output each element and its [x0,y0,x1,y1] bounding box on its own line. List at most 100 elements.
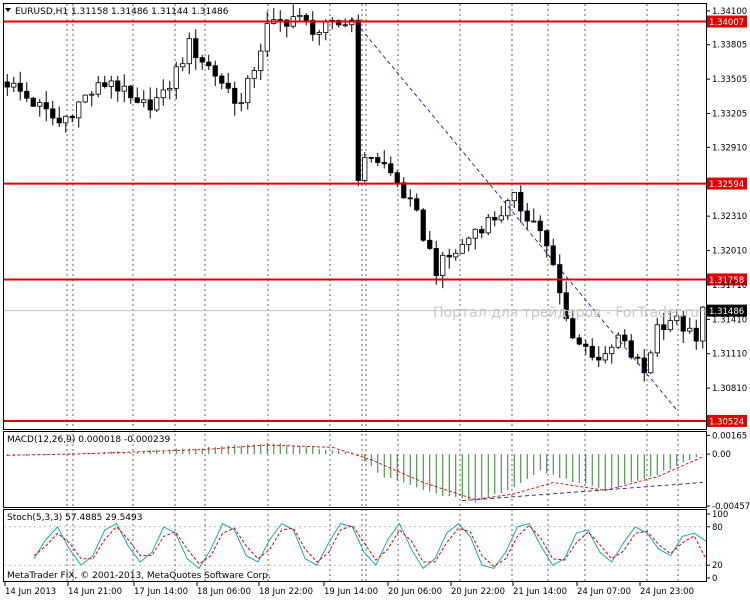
candle-body [440,254,446,277]
candle-body [82,94,88,103]
level-price-tag [707,177,747,190]
level-price-label: 1.30524 [709,417,744,427]
candle-body [427,239,433,249]
candle-body [284,19,290,27]
candle-body [511,191,517,202]
candle-body [264,23,270,52]
current-price-tag [707,304,747,317]
candle-body [459,243,465,254]
candle-body [628,340,634,358]
candle-body [661,324,667,331]
candles-layer [4,4,706,382]
candle-body [420,209,426,241]
candle-body [609,346,615,355]
candle-body [394,172,400,184]
macd-trendline [462,482,703,502]
price-axis-label: 1.31110 [712,350,747,360]
macd-signal-line [7,444,703,500]
price-axis-label: 1.34100 [712,7,747,17]
candle-body [407,197,413,200]
copyright-text: MetaTrader FIX, © 2001-2013, MetaQuotes … [7,571,271,581]
candle-body [602,353,608,361]
current-price-label: 1.31486 [709,307,744,317]
candle-body [258,50,264,71]
candle-body [368,156,374,159]
candle-body [206,61,212,67]
time-axis-label: 17 Jun 14:00 [134,587,188,597]
level-price-label: 1.31758 [709,276,744,286]
candle-body [388,163,394,174]
candle-body [576,337,582,345]
candle-body [381,162,387,165]
candle-body [693,327,699,342]
symbol-line: EURUSD,H1 1.31158 1.31486 1.31144 1.3148… [15,7,229,17]
price-panel-frame [3,3,707,430]
candle-body [173,66,179,89]
level-price-tag [707,414,747,427]
stoch-axis-label: 0 [712,574,717,584]
time-axis-label: 24 Jun 23:00 [640,587,694,597]
candle-body [401,182,407,199]
candle-body [687,327,693,332]
candle-body [654,324,660,354]
candle-body [102,82,108,87]
candle-body [186,38,192,65]
stoch-title: Stoch(5,3,3) 57.4885 29.5493 [7,513,142,523]
candle-body [121,85,127,92]
candle-body [583,343,589,347]
candle-body [147,99,153,111]
price-axis-label: 1.33205 [712,110,747,120]
candle-body [180,63,186,68]
price-trendline [351,17,678,411]
candle-body [76,101,82,119]
candle-body [108,80,114,87]
symbol-header: EURUSD,H1 1.31158 1.31486 1.31144 1.3148… [5,7,229,17]
time-axis-label: 24 Jun 07:00 [577,587,631,597]
candle-body [622,334,628,342]
candle-body [43,102,49,110]
candle-body [362,156,368,181]
candle-body [414,198,420,211]
macd-axis-label: 0.00165 [712,431,747,441]
price-axis-label: 1.31710 [712,281,747,291]
price-axis-label: 1.32910 [712,143,747,153]
candle-body [323,21,329,33]
candle-body [524,210,530,222]
stoch-panel-frame [3,509,707,582]
candle-body [641,357,647,374]
candle-body [37,102,43,107]
price-axis-label: 1.31410 [712,315,747,325]
candle-body [667,320,673,331]
candle-body [141,99,147,103]
stoch-signal-line [33,524,707,568]
candle-body [245,77,251,104]
candle-body [453,252,459,258]
time-axis-label: 21 Jun 14:00 [513,587,567,597]
candle-body [570,318,576,339]
grid-layer [66,4,679,582]
candle-body [680,315,686,332]
price-axis-label: 1.33805 [712,41,747,51]
level-price-label: 1.32594 [709,180,744,190]
levels-layer: 1.34007 1.32594 1.31758 1.30524 1.31486 [4,15,747,427]
candle-body [193,38,199,59]
price-axis-label: 1.30810 [712,384,747,394]
candle-body [212,65,218,77]
stoch-axis-label: 20 [712,561,723,571]
time-axis-label: 14 Jun 21:00 [68,587,122,597]
stoch-axis-label: 100 [712,510,728,520]
macd-axis-label: 0.00 [712,450,731,460]
time-axis-label: 18 Jun 22:00 [259,587,313,597]
candle-body [700,306,706,342]
candle-body [24,90,30,99]
candle-body [251,70,257,79]
candle-body [219,75,225,84]
candle-body [518,191,524,212]
candle-body [199,57,205,63]
candle-body [375,157,381,163]
candle-body [563,292,569,320]
macd-axis-label: -0.00457 [712,502,750,512]
candle-body [544,230,550,247]
candle-body [134,97,140,103]
